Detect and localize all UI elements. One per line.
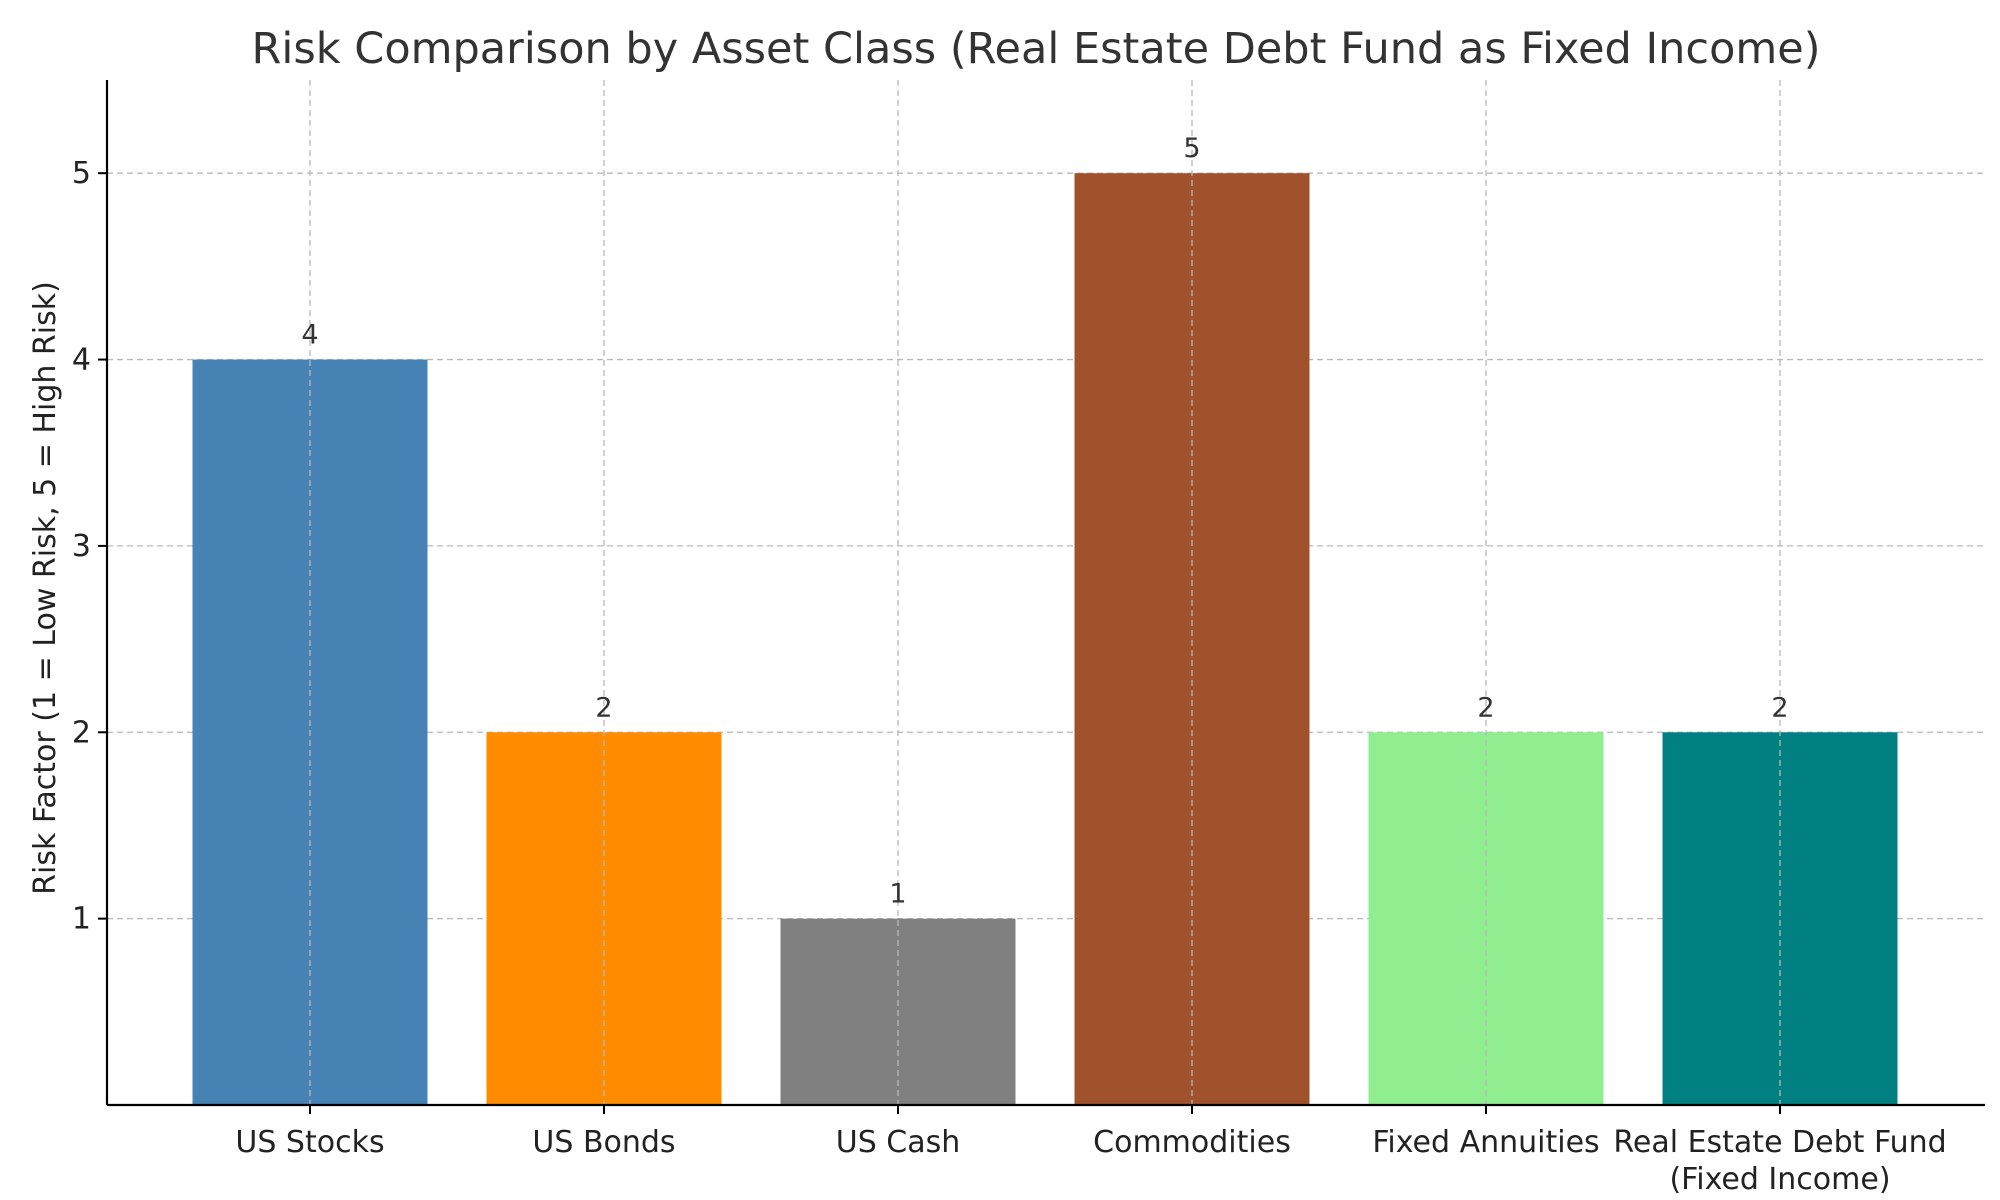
x-tick-label-line: US Bonds xyxy=(532,1125,675,1160)
x-tick-label-line: Commodities xyxy=(1093,1125,1291,1160)
x-tick-label-line: US Cash xyxy=(836,1125,961,1160)
bar-3 xyxy=(1074,173,1310,1105)
bar-4 xyxy=(1368,732,1604,1105)
data-label-5: 2 xyxy=(1771,692,1788,723)
labels: 1 2 3 4 5 US Stocks US Bonds US Cash Commodities… xyxy=(72,133,1947,1197)
data-label-1: 2 xyxy=(595,692,612,723)
y-axis-label: Risk Factor (1 = Low Risk, 5 = High Risk… xyxy=(28,281,63,895)
x-tick-label-line: Fixed Annuities xyxy=(1372,1125,1599,1160)
data-label-0: 4 xyxy=(301,320,318,351)
data-label-4: 2 xyxy=(1477,692,1494,723)
x-tick-label-line: (Fixed Income) xyxy=(1669,1162,1890,1197)
y-tick-label-5: 5 xyxy=(72,156,91,191)
x-tick-label-0: US Stocks xyxy=(235,1125,384,1160)
x-tick-label-line: Real Estate Debt Fund xyxy=(1613,1125,1946,1160)
x-tick-label-5: Real Estate Debt Fund (Fixed Income) xyxy=(1613,1125,1946,1197)
axes xyxy=(98,80,1985,1114)
bar-5 xyxy=(1662,732,1898,1105)
chart-title: Risk Comparison by Asset Class (Real Est… xyxy=(252,24,1821,74)
y-tick-label-3: 3 xyxy=(72,529,91,564)
y-tick-label-2: 2 xyxy=(72,715,91,750)
x-tick-label-line: US Stocks xyxy=(235,1125,384,1160)
x-tick-label-2: US Cash xyxy=(836,1125,961,1160)
x-tick-label-1: US Bonds xyxy=(532,1125,675,1160)
y-tick-label-1: 1 xyxy=(72,902,91,937)
bar-1 xyxy=(486,732,722,1105)
vertical-grid xyxy=(309,80,1781,1105)
y-tick-label-4: 4 xyxy=(72,343,91,378)
x-tick-label-4: Fixed Annuities xyxy=(1372,1125,1599,1160)
data-label-3: 5 xyxy=(1183,133,1200,164)
x-tick-label-3: Commodities xyxy=(1093,1125,1291,1160)
bars xyxy=(192,173,1898,1106)
data-label-2: 1 xyxy=(889,879,906,910)
